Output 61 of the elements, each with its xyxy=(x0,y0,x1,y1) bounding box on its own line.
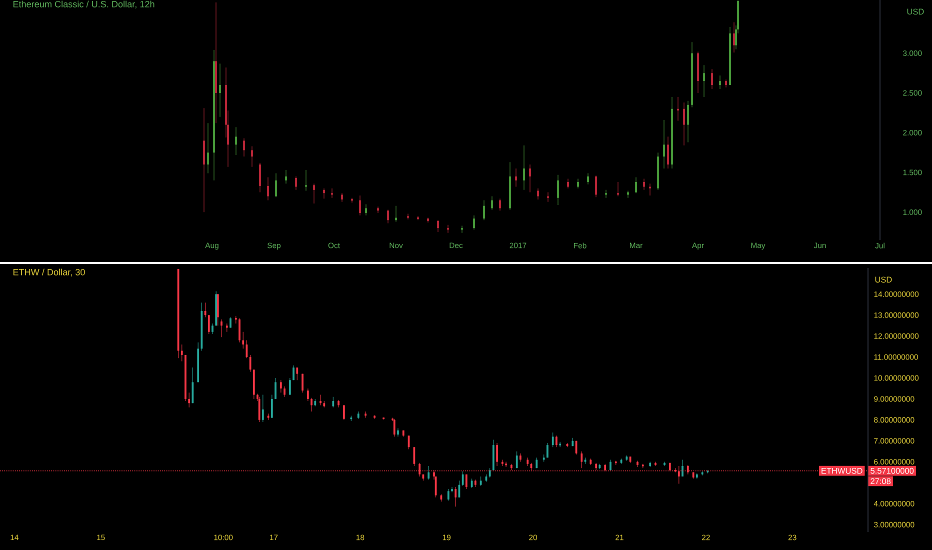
candlestick xyxy=(577,178,579,189)
candlestick xyxy=(687,100,689,143)
candlestick xyxy=(285,170,287,184)
candlestick xyxy=(219,63,221,118)
candlestick xyxy=(251,146,253,168)
candlestick xyxy=(437,220,439,232)
candlestick xyxy=(643,178,645,190)
candlestick xyxy=(461,225,463,234)
y-axis-title: USD xyxy=(907,8,924,15)
candlestick xyxy=(243,138,245,157)
candlestick xyxy=(259,162,261,193)
candlestick xyxy=(323,188,325,199)
y-axis-title: USD xyxy=(875,276,892,283)
candlestick xyxy=(377,206,379,214)
candlestick xyxy=(733,22,735,53)
candlestick xyxy=(711,68,713,90)
candlestick xyxy=(407,214,409,220)
candlestick xyxy=(595,175,597,198)
candlestick xyxy=(491,196,493,210)
candlestick xyxy=(515,168,517,188)
candlestick xyxy=(683,102,685,146)
candlestick xyxy=(523,145,525,190)
candlestick xyxy=(703,64,705,98)
chart-title: ETHW / Dollar, 30 xyxy=(13,268,85,276)
candlestick xyxy=(663,120,665,169)
candlestick xyxy=(529,164,531,193)
candlestick xyxy=(635,176,637,194)
candlestick xyxy=(387,210,389,224)
candlestick xyxy=(305,170,307,191)
ref-line-label: 5.57100000 xyxy=(870,468,914,474)
candlestick xyxy=(725,79,727,88)
candlestick xyxy=(203,108,205,212)
candlestick xyxy=(473,215,475,230)
candlestick xyxy=(207,122,209,174)
candlestick xyxy=(365,204,367,216)
candlestick xyxy=(617,182,619,197)
candlestick xyxy=(547,192,549,202)
candlestick xyxy=(499,198,501,211)
candlestick xyxy=(331,188,333,198)
annotation: ETHWUSD xyxy=(822,468,862,474)
candlestick xyxy=(649,183,651,196)
candlestick xyxy=(275,172,277,198)
candlestick xyxy=(395,206,397,222)
candlestick xyxy=(667,136,669,169)
candlestick xyxy=(605,190,607,198)
candlestick xyxy=(295,176,297,190)
text: 27:08 xyxy=(870,478,891,484)
candlestick xyxy=(267,176,269,201)
candlestick xyxy=(483,200,485,220)
candlestick xyxy=(567,178,569,189)
candlestick xyxy=(557,174,559,206)
candlestick xyxy=(447,224,449,234)
candlestick xyxy=(427,217,429,223)
candlestick xyxy=(587,172,589,185)
candlestick xyxy=(313,183,315,204)
candlestick xyxy=(235,126,237,156)
candlestick xyxy=(359,195,361,216)
chart-title: Ethereum Classic / U.S. Dollar, 12h xyxy=(13,0,154,8)
candlestick xyxy=(719,75,721,90)
candlestick xyxy=(537,188,539,200)
candlestick xyxy=(677,96,679,122)
